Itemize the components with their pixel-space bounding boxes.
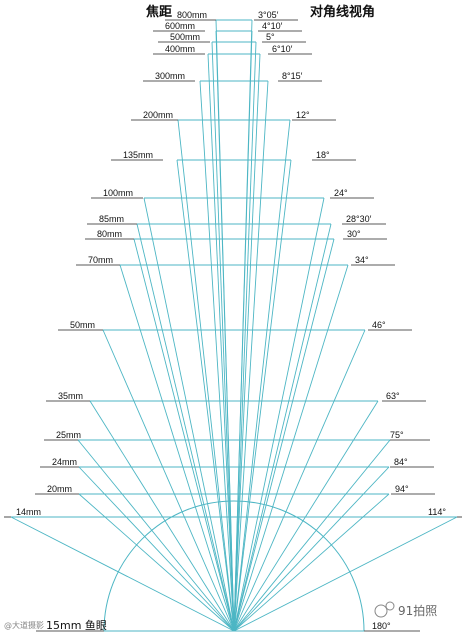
angle-label: 3°05′ [258,10,279,20]
focal-label: 300mm [155,71,185,81]
angle-label: 28°30′ [346,214,372,224]
watermark-brand: 91拍照 [398,603,437,618]
fan-line-left [136,223,235,632]
chat-bubble-icon [374,601,395,618]
fan-line-left [77,439,235,632]
focal-label: 14mm [16,507,41,517]
angle-label: 4°10′ [262,21,283,31]
focal-length-header: 焦距 [145,4,172,20]
angle-label: 24° [334,188,348,198]
fan-line-left [119,264,235,632]
angle-label: 6°10′ [272,44,293,54]
focal-label: 200mm [143,110,173,120]
fan-line-right [233,197,325,632]
focal-label: 20mm [47,484,72,494]
fan-line-left [78,493,235,632]
focal-label: 35mm [58,391,83,401]
focal-label: 135mm [123,150,153,160]
fan-line-left [177,119,235,632]
fan-line-left [102,329,235,632]
fan-line-left [10,516,235,632]
fisheye-angle-label: 180° [372,621,391,631]
focal-label: 25mm [56,430,81,440]
focal-label: 70mm [88,255,113,265]
angle-label: 114° [428,507,446,517]
label-underlines [4,19,462,632]
angle-label: 46° [372,320,386,330]
angle-label: 5° [266,32,275,42]
fan-line-right [233,238,335,632]
fan-line-right [233,119,291,632]
focal-label: 24mm [52,457,77,467]
fan-line-right [233,400,379,632]
fan-line-right [233,264,349,632]
angle-label: 75° [390,430,404,440]
focal-label: 100mm [103,188,133,198]
fan-line-right [233,493,390,632]
fan-line-right [233,53,261,632]
focal-label: 400mm [165,44,195,54]
fan-line-left [211,41,235,632]
focal-label: 80mm [97,229,122,239]
focal-label: 50mm [70,320,95,330]
fan-line-right [233,30,253,632]
lens-labels: 800mm 3°05′ 600mm 4°10′ 500mm 5° 400mm 6°10′ 300… [16,10,446,632]
fan-line-right [233,80,269,632]
angle-label: 30° [347,229,361,239]
diagonal-angle-header: 对角线视角 [310,4,375,20]
fan-line-left [199,80,235,632]
angle-label: 8°15′ [282,71,303,81]
fan-line-right [233,439,391,632]
angle-label: 94° [395,484,409,494]
angle-label: 63° [386,391,400,401]
fan-line-left [78,466,235,632]
angle-label: 12° [296,110,310,120]
fan-line-left [215,30,235,632]
fan-line-left [133,238,235,632]
fisheye-focal-label: 15mm 鱼眼 [46,618,107,632]
fan-line-left [143,197,235,632]
fan-line-right [233,466,390,632]
fan-line-right [233,329,366,632]
angle-label: 84° [394,457,408,467]
angle-label: 18° [316,150,330,160]
focal-label: 85mm [99,214,124,224]
angle-fan [10,19,458,632]
fisheye-arc [103,500,365,632]
fan-line-left [89,400,235,632]
fan-line-left [176,159,235,632]
fan-line-right [233,516,458,632]
fan-line-left [207,53,235,632]
fan-line-right [233,223,332,632]
fan-line-right [233,159,292,632]
watermark-91paizhao: 91拍照 [374,601,437,618]
fan-line-right [233,41,257,632]
focal-label: 500mm [170,32,200,42]
watermark-left: @大道摄影 [4,620,44,630]
focal-label: 800mm [177,10,207,20]
angle-label: 34° [355,255,369,265]
focal-label: 600mm [165,21,195,31]
